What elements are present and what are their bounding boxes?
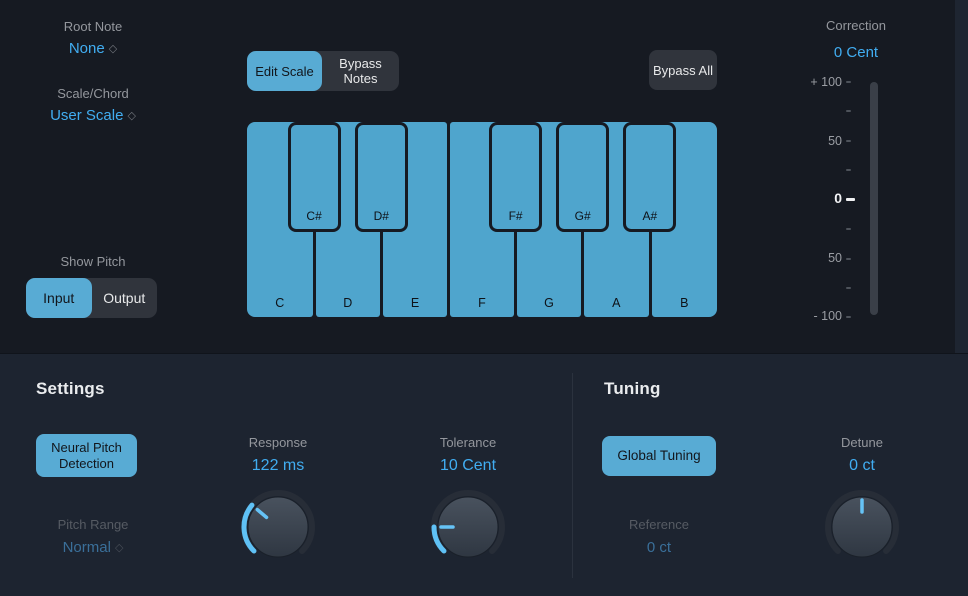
show-pitch-input-button[interactable]: Input — [26, 278, 92, 318]
meter-tick — [846, 81, 851, 83]
global-tuning-button[interactable]: Global Tuning — [602, 436, 716, 476]
chevron-updown-icon: ◇ — [127, 110, 136, 122]
key-A-sharp[interactable]: A# — [623, 122, 677, 232]
detune-knob[interactable] — [822, 487, 902, 567]
meter-tick — [846, 140, 851, 142]
key-C-sharp[interactable]: C# — [287, 122, 341, 232]
root-note-value: None — [68, 40, 105, 57]
edit-scale-button[interactable]: Edit Scale — [247, 51, 322, 91]
tolerance-knob[interactable] — [428, 487, 508, 567]
meter-tick — [846, 110, 851, 112]
detune-value: 0 ct — [849, 457, 875, 474]
response-label: Response — [248, 435, 308, 450]
meter-tick-label: + 100 — [810, 75, 842, 89]
key-F-sharp[interactable]: F# — [489, 122, 543, 232]
correction-label: Correction — [826, 18, 886, 33]
reference-value: 0 ct — [646, 539, 672, 556]
scale-mode-segmented-control: Edit Scale Bypass Notes — [247, 51, 399, 91]
scale-chord-label: Scale/Chord — [57, 86, 129, 101]
meter-tick — [846, 169, 851, 171]
neural-pitch-detection-button[interactable]: Neural Pitch Detection — [36, 434, 137, 477]
meter-tick-label-zero: 0 — [834, 190, 842, 206]
response-value: 122 ms — [251, 457, 305, 474]
key-D-sharp[interactable]: D# — [354, 122, 408, 232]
meter-tick — [846, 316, 851, 318]
response-knob[interactable] — [238, 487, 318, 567]
root-note-label: Root Note — [63, 19, 123, 34]
pitch-range-value: Normal — [62, 539, 111, 556]
meter-tick-label: 50 — [828, 251, 842, 265]
correction-value: 0 Cent — [833, 44, 879, 61]
show-pitch-output-button[interactable]: Output — [103, 289, 146, 306]
meter-tick — [846, 258, 851, 260]
correction-meter — [870, 82, 878, 315]
tuning-title: Tuning — [604, 379, 661, 398]
settings-title: Settings — [36, 379, 105, 398]
meter-tick — [846, 287, 851, 289]
show-pitch-segmented-control: Input Output — [26, 278, 157, 318]
chevron-updown-icon: ◇ — [114, 542, 124, 554]
scale-keyboard: C D E F G A B C# D# F# G# A# — [247, 122, 717, 317]
meter-tick-label: 50 — [828, 134, 842, 148]
root-note-dropdown[interactable]: None ◇ — [23, 40, 163, 58]
meter-tick — [846, 228, 851, 230]
reference-label: Reference — [629, 517, 689, 532]
scale-chord-value: User Scale — [50, 107, 124, 124]
bypass-all-button[interactable]: Bypass All — [649, 50, 717, 90]
scale-chord-dropdown[interactable]: User Scale ◇ — [23, 107, 163, 125]
meter-tick-zero — [846, 198, 855, 201]
window-edge — [955, 0, 968, 353]
chevron-updown-icon: ◇ — [108, 43, 118, 55]
pitch-range-label: Pitch Range — [57, 517, 129, 532]
bottom-panel: Settings Neural Pitch Detection Pitch Ra… — [0, 353, 968, 596]
tolerance-value: 10 Cent — [439, 457, 497, 474]
detune-label: Detune — [841, 435, 883, 450]
pitch-range-dropdown[interactable]: Normal ◇ — [23, 539, 163, 557]
bypass-notes-button[interactable]: Bypass Notes — [339, 56, 382, 86]
key-G-sharp[interactable]: G# — [556, 122, 610, 232]
show-pitch-label: Show Pitch — [60, 254, 126, 269]
tolerance-label: Tolerance — [439, 435, 497, 450]
meter-tick-label: - 100 — [813, 309, 843, 323]
section-divider — [572, 373, 573, 578]
